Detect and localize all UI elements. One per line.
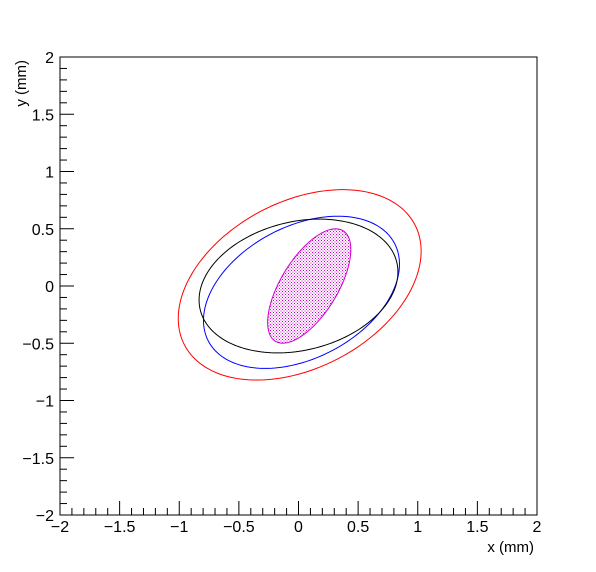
y-tick-label: −0.5: [22, 336, 54, 353]
x-axis-label: x (mm): [487, 539, 534, 556]
x-tick-label: −1: [170, 519, 188, 536]
series-contour-4: [267, 228, 352, 344]
y-tick-label: 0.5: [32, 222, 54, 239]
x-tick-label: −0.5: [223, 519, 255, 536]
x-tick-label: 0: [294, 519, 303, 536]
series-contour-3: [198, 218, 399, 354]
x-tick-label: 1: [413, 519, 422, 536]
x-tick-label: 2: [533, 519, 542, 536]
y-tick-label: −1.5: [22, 451, 54, 468]
series-contour-1: [177, 189, 422, 381]
y-tick-label: 1: [45, 165, 54, 182]
series-layer: [177, 189, 422, 381]
x-tick-label: −2: [51, 519, 69, 536]
x-tick-label: 0.5: [347, 519, 369, 536]
y-tick-label: 1.5: [32, 107, 54, 124]
y-tick-label: 0: [45, 279, 54, 296]
y-tick-label: −1: [36, 394, 54, 411]
x-tick-label: 1.5: [466, 519, 488, 536]
y-tick-label: −2: [36, 508, 54, 525]
y-axis-label: y (mm): [13, 60, 30, 107]
ticks-layer: [59, 56, 538, 516]
x-tick-label: −1.5: [104, 519, 136, 536]
y-tick-label: 2: [45, 50, 54, 67]
tick-labels: −2 −1.5 −1 −0.5 0 0.5 1 1.5 2 −2 −1.5 −1 −0.5 0 0.5 1 1.…: [22, 50, 541, 536]
